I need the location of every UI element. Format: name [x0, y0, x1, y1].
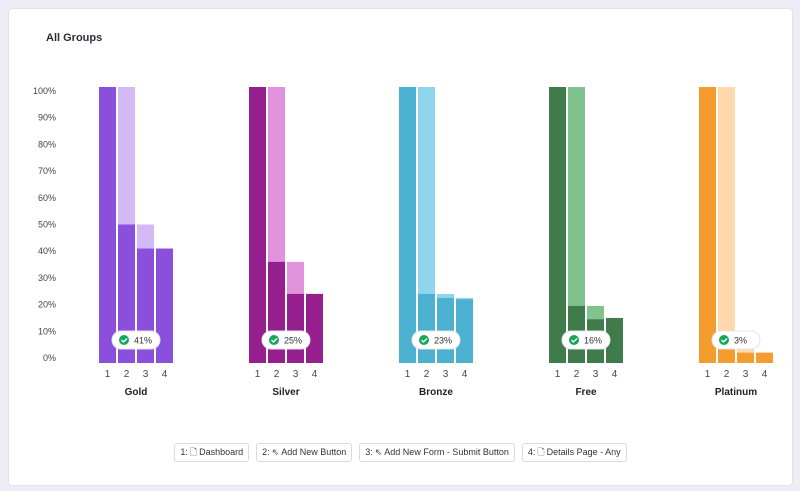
step-bar — [399, 87, 416, 363]
y-tick-label: 10% — [38, 326, 56, 336]
legend-step-text: Dashboard — [199, 447, 244, 457]
cursor-icon: ⇖ — [374, 447, 383, 457]
conversion-rate: 41% — [134, 336, 152, 346]
funnel-card: All Groups 0% 10% 20% 30% 40% 50% 60% 70% 80% 90%… — [8, 8, 793, 486]
step-bar — [287, 293, 304, 363]
legend: 1: 🗋 Dashboard 2: ⇖ Add New Button 3: ⇖ Add Ne… — [9, 443, 792, 462]
group-label: Bronze — [419, 387, 453, 398]
conversion-rate: 25% — [284, 336, 302, 346]
step-bar — [99, 87, 116, 363]
chart-title: All Groups — [46, 32, 103, 44]
step-bar — [306, 293, 323, 363]
step-tick-label: 4 — [612, 369, 618, 380]
step-tick-label: 1 — [255, 369, 261, 380]
step-tick-label: 1 — [555, 369, 561, 380]
group-label: Platinum — [715, 387, 757, 398]
step-tick-label: 2 — [574, 369, 580, 380]
check-icon — [419, 335, 429, 345]
page-icon: 🗋 — [537, 447, 545, 457]
y-tick-label: 30% — [38, 273, 56, 283]
step-bar — [437, 297, 454, 363]
funnel-chart: 0% 10% 20% 30% 40% 50% 60% 70% 80% 90% 100% 1 2 3 4 Gol… — [33, 86, 773, 398]
y-tick-label: 0% — [43, 353, 56, 363]
cursor-icon: ⇖ — [271, 447, 280, 457]
step-tick-label: 3 — [743, 369, 749, 380]
y-tick-label: 100% — [33, 86, 56, 96]
y-tick-label: 60% — [38, 193, 56, 203]
legend-step-number: 4: — [527, 447, 536, 457]
step-bar — [249, 87, 266, 363]
legend-step-1[interactable]: 1: 🗋 Dashboard — [174, 443, 250, 462]
legend-step-text: Add New Form - Submit Button — [384, 447, 509, 457]
check-icon-mark — [121, 338, 128, 343]
check-icon — [569, 335, 579, 345]
legend-step-text: Details Page - Any — [546, 447, 621, 457]
check-icon — [269, 335, 279, 345]
legend-step-number: 3: — [365, 447, 373, 457]
step-tick-label: 2 — [274, 369, 280, 380]
step-bar — [756, 352, 773, 363]
y-tick-label: 70% — [38, 166, 56, 176]
dropoff-bar — [568, 87, 585, 363]
step-tick-label: 3 — [143, 369, 149, 380]
legend-step-3[interactable]: 3: ⇖ Add New Form - Submit Button — [359, 443, 515, 462]
legend-step-text: Add New Button — [281, 447, 347, 457]
conversion-rate: 16% — [584, 336, 602, 346]
step-bar — [549, 87, 566, 363]
step-tick-label: 1 — [405, 369, 411, 380]
step-tick-label: 1 — [705, 369, 711, 380]
group-label: Silver — [272, 387, 299, 398]
legend-step-2[interactable]: 2: ⇖ Add New Button — [256, 443, 353, 462]
check-icon — [719, 335, 729, 345]
check-icon — [119, 335, 129, 345]
step-bar — [606, 317, 623, 363]
step-tick-label: 4 — [162, 369, 168, 380]
page-icon: 🗋 — [189, 447, 198, 457]
step-bar — [418, 293, 435, 363]
step-bar — [456, 299, 473, 363]
dropoff-bar — [718, 87, 735, 363]
step-tick-label: 2 — [124, 369, 130, 380]
step-tick-label: 2 — [424, 369, 430, 380]
step-tick-label: 3 — [593, 369, 599, 380]
step-tick-label: 1 — [105, 369, 111, 380]
step-tick-label: 2 — [724, 369, 730, 380]
legend-step-number: 2: — [262, 447, 270, 457]
step-bar — [737, 352, 754, 363]
y-tick-label: 80% — [38, 139, 56, 149]
step-tick-label: 3 — [293, 369, 299, 380]
check-icon-mark — [721, 338, 728, 343]
step-tick-label: 4 — [462, 369, 468, 380]
step-tick-label: 4 — [762, 369, 768, 380]
y-tick-label: 50% — [38, 220, 56, 230]
step-bar — [118, 224, 135, 363]
legend-step-4[interactable]: 4: 🗋 Details Page - Any — [521, 443, 627, 462]
y-tick-label: 20% — [38, 300, 56, 310]
step-tick-label: 4 — [312, 369, 318, 380]
group-label: Free — [575, 387, 597, 398]
y-tick-label: 90% — [38, 113, 56, 123]
group-label: Gold — [125, 387, 148, 398]
check-icon-mark — [571, 338, 578, 343]
y-tick-label: 40% — [38, 246, 56, 256]
check-icon-mark — [271, 338, 278, 343]
conversion-rate: 23% — [434, 336, 452, 346]
step-bar — [156, 248, 173, 363]
check-icon-mark — [421, 338, 428, 343]
step-bar — [699, 87, 716, 363]
legend-step-number: 1: — [180, 447, 188, 457]
step-tick-label: 3 — [443, 369, 449, 380]
conversion-rate: 3% — [734, 336, 747, 346]
